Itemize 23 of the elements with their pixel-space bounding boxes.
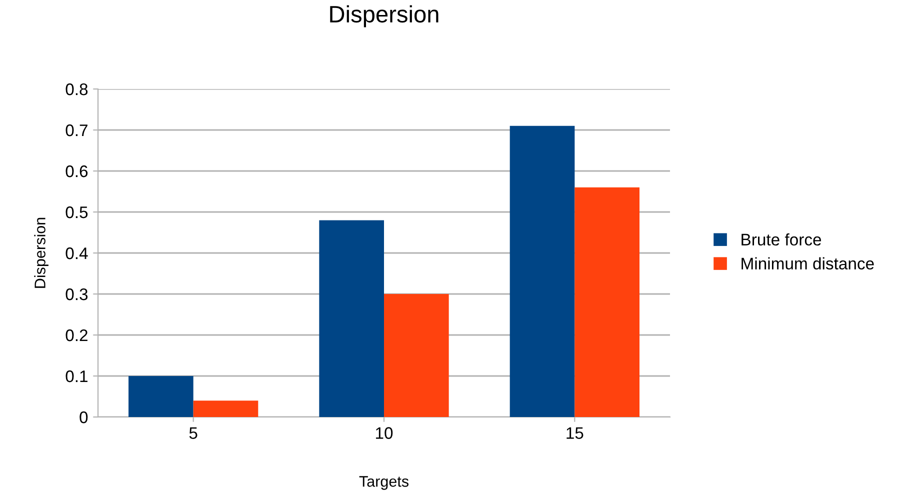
y-axis-title: Dispersion — [34, 218, 48, 288]
legend-label: Brute force — [742, 233, 822, 246]
bar — [193, 400, 258, 417]
bar — [384, 294, 449, 417]
x-tick-label: 15 — [566, 427, 584, 439]
x-tick-label: 10 — [376, 427, 393, 439]
chart-title: Dispersion — [330, 5, 438, 28]
bar — [128, 376, 194, 417]
y-tick-label: 0.5 — [66, 206, 88, 218]
y-tick-label: 0 — [80, 411, 88, 424]
y-tick-label: 0.8 — [66, 83, 88, 96]
x-tick-label: 5 — [189, 427, 198, 439]
y-tick-label: 0.6 — [66, 165, 88, 178]
y-tick-label: 0.1 — [66, 370, 88, 382]
y-tick-label: 0.3 — [66, 288, 88, 300]
y-tick-label: 0.7 — [66, 124, 88, 136]
bar — [319, 220, 384, 417]
y-tick-label: 0.4 — [66, 247, 88, 260]
x-axis-title: Targets — [359, 476, 408, 490]
bar — [574, 187, 640, 417]
legend-label: Minimum distance — [742, 257, 874, 270]
bar — [510, 126, 575, 417]
y-tick-label: 0.2 — [66, 329, 88, 342]
